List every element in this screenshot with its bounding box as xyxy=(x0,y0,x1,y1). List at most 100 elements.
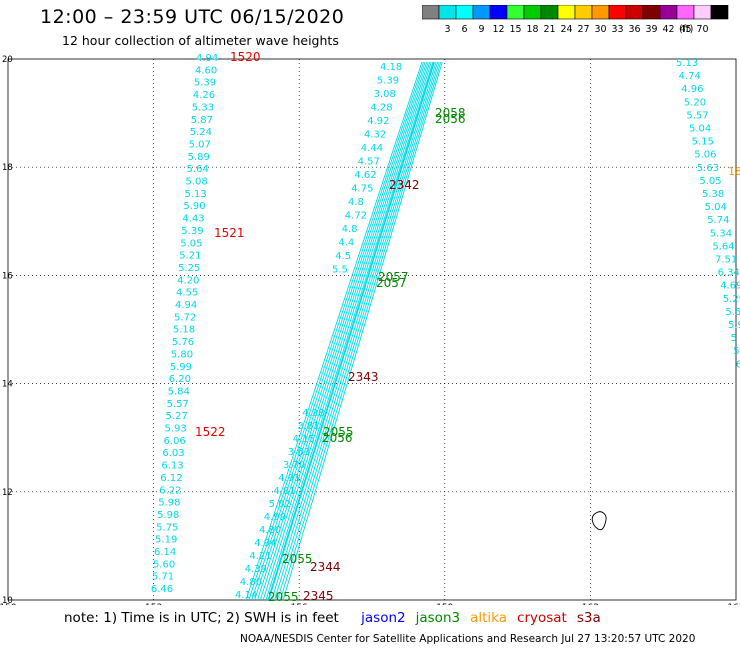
pass-time-label: 2057 xyxy=(376,276,407,290)
longitude-tick-label: 153 xyxy=(145,603,162,605)
pass-time-label: 1521 xyxy=(214,226,245,240)
wave-height-value: 5.13 xyxy=(676,58,698,69)
wave-height-value: 4.96 xyxy=(681,84,703,95)
wave-height-value: 6.46 xyxy=(151,584,173,595)
wave-height-value: 4.21 xyxy=(249,551,271,562)
wave-height-value: 5.98 xyxy=(158,498,180,509)
wave-height-value: 6.22 xyxy=(159,485,181,496)
wave-height-value: 4.39 xyxy=(245,564,267,575)
longitude-tick-label: 159 xyxy=(436,603,453,605)
wave-height-value: 4.81 xyxy=(273,486,295,497)
legend-bin-label: 6 xyxy=(461,24,467,35)
legend-bin-label: 70 xyxy=(696,24,708,35)
wave-height-value: 6.34 xyxy=(718,268,740,279)
wave-height-value: 5.64 xyxy=(187,164,209,175)
wave-height-value: 5.05 xyxy=(180,238,202,249)
wave-height-value: 4.4 xyxy=(338,238,354,249)
legend-bin-label: 39 xyxy=(645,24,657,35)
wave-height-value: 5.24 xyxy=(190,127,212,138)
satellite-track xyxy=(245,61,423,601)
wave-height-value: 5.90 xyxy=(183,201,205,212)
wave-height-value: 5.57 xyxy=(167,399,189,410)
longitude-tick-label: 162 xyxy=(582,603,599,605)
wave-height-value: 5.5 xyxy=(725,307,740,318)
pass-time-label: 2056 xyxy=(435,112,466,126)
wave-height-value: 5.15 xyxy=(692,137,714,148)
pass-time-label: 2056 xyxy=(322,431,353,445)
credit-line: NOAA/NESDIS Center for Satellite Applica… xyxy=(240,633,696,645)
satellite-track xyxy=(259,61,431,601)
wave-height-value: 5.71 xyxy=(152,572,174,583)
satellite-track xyxy=(271,61,437,601)
wave-height-color-legend: 3 6 9 12 15 18 21 24 27 30 33 36 39 42 45 70(ft) xyxy=(422,5,729,35)
wave-height-value: 4.43 xyxy=(182,214,204,225)
wave-height-value: 5.75 xyxy=(156,522,178,533)
wave-height-value: 5.13 xyxy=(184,189,206,200)
wave-height-value: 5.25 xyxy=(178,263,200,274)
latitude-tick-label: 18 xyxy=(2,163,13,173)
legend-bin-label: 18 xyxy=(526,24,538,35)
wave-height-value: 5 xyxy=(733,346,739,357)
wave-height-value: 4.92 xyxy=(367,116,389,127)
longitude-tick-label: 165 xyxy=(727,603,740,605)
wave-height-value: 4.15 xyxy=(293,434,315,445)
wave-height-value: 4.14 xyxy=(235,590,257,601)
wave-height-value: 5.05 xyxy=(699,176,721,187)
satellite-track xyxy=(254,61,428,601)
legend-bin-label: 27 xyxy=(577,24,589,35)
legend-bin-label: 24 xyxy=(560,24,572,35)
pass-time-label: 2342 xyxy=(389,178,420,192)
pass-time-label: 2057 xyxy=(378,270,409,284)
wave-height-value: 4.28 xyxy=(370,103,392,114)
wave-height-value: 5.08 xyxy=(186,177,208,188)
wave-height-value: 5.38 xyxy=(702,189,724,200)
satellite-name: s3a xyxy=(576,610,601,626)
wave-height-value: 3.08 xyxy=(374,89,396,100)
satellite-track xyxy=(282,61,443,601)
longitude-tick-label: 156 xyxy=(291,603,308,605)
wave-height-value: 4.18 xyxy=(380,62,402,73)
wave-height-value: 4.57 xyxy=(358,157,380,168)
wave-height-value: 4.94 xyxy=(254,538,276,549)
wave-height-value: 5.34 xyxy=(710,228,732,239)
wave-height-value: 4.94 xyxy=(196,53,218,64)
legend-unit-label: (ft) xyxy=(679,24,693,35)
pass-time-label: 2343 xyxy=(348,370,379,384)
wave-height-value: 4.74 xyxy=(679,71,701,82)
wave-height-value: 5.99 xyxy=(170,362,192,373)
altimeter-map: 1501531561591621652018161412104.944.605.… xyxy=(0,50,740,605)
wave-height-value: 4.55 xyxy=(176,288,198,299)
wave-height-value: 4.69 xyxy=(720,281,740,292)
wave-height-value: 18 xyxy=(728,165,740,178)
wave-height-value: 5.07 xyxy=(189,139,211,150)
legend-bin-label: 33 xyxy=(611,24,623,35)
wave-height-value: 5.33 xyxy=(192,102,214,113)
wave-height-value: 4.28 xyxy=(302,408,324,419)
legend-bin-label: 36 xyxy=(628,24,640,35)
wave-height-value: 5.18 xyxy=(173,325,195,336)
wave-height-value: 5.39 xyxy=(377,76,399,87)
satellite-name: altika xyxy=(470,610,508,626)
footer-note-row: note: 1) Time is in UTC; 2) SWH is in fe… xyxy=(64,610,611,626)
wave-height-value: 5 xyxy=(731,333,737,344)
wave-height-value: 4.80 xyxy=(259,525,281,536)
wave-height-value: 5.5 xyxy=(332,265,348,276)
satellite-track xyxy=(248,61,424,601)
wave-height-value: 5.87 xyxy=(191,115,213,126)
satellite-name: cryosat xyxy=(517,610,567,626)
wave-height-value: 5.29 xyxy=(723,294,740,305)
pass-time-label: 2344 xyxy=(310,560,341,574)
map-subtitle: 12 hour collection of altimeter wave hei… xyxy=(62,33,339,48)
wave-height-value: 5.98 xyxy=(157,510,179,521)
wave-height-value: 5.02 xyxy=(269,499,291,510)
wave-height-value: 4.75 xyxy=(351,184,373,195)
wave-height-value: 5.89 xyxy=(188,152,210,163)
wave-height-value: 6.14 xyxy=(154,547,176,558)
legend-bin-label: 15 xyxy=(509,24,521,35)
wave-height-value: 5.63 xyxy=(697,163,719,174)
wave-height-value: 5.21 xyxy=(179,251,201,262)
wave-height-value: 4.20 xyxy=(177,275,199,286)
legend-bin-label: 30 xyxy=(594,24,606,35)
legend-bin-label: 42 xyxy=(662,24,674,35)
latitude-tick-label: 12 xyxy=(2,488,13,498)
